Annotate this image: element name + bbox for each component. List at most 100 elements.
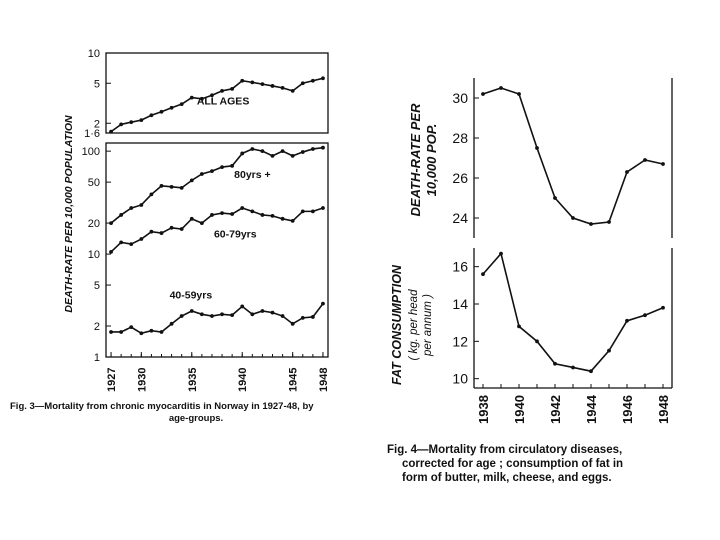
fig4-series-death-rate-point-1948 xyxy=(661,162,665,166)
fig4-series-fat-point-1942 xyxy=(553,361,557,366)
fig3-lower-ytick-label: 5 xyxy=(94,280,100,292)
fig3-series-80plus-point-1933 xyxy=(169,184,174,189)
fig3-series-80plus-point-1939 xyxy=(230,163,235,168)
fig4-upper-ytick-label: 30 xyxy=(452,90,468,106)
fig3-series-80plus-point-1942 xyxy=(260,149,265,154)
fig3-series-40-59-point-1933 xyxy=(169,321,174,326)
fig3-upper-frame xyxy=(105,52,329,134)
fig4-series-death-rate-point-1943 xyxy=(571,216,575,220)
fig3-series-80plus-point-1938 xyxy=(220,165,224,169)
fig3-series-all-ages-point-1944 xyxy=(280,85,285,90)
fig3-series-all-ages-point-1942 xyxy=(260,82,265,87)
fig3-all-ages-label: ALL AGES xyxy=(197,96,250,108)
fig3-series-60-79-point-1933 xyxy=(169,225,174,230)
fig3-series-all-ages-point-1946 xyxy=(300,81,305,86)
fig3-ylabel: DEATH-RATE PER 10,000 POPULATION xyxy=(63,115,75,313)
fig4-series-death-rate-point-1947 xyxy=(643,158,647,162)
fig3-series-40-59-point-1938 xyxy=(220,312,224,317)
fig3-series-60-79-point-1934 xyxy=(179,227,184,231)
fig3-xtick-label: 1930 xyxy=(136,368,148,392)
fig4-series-death-rate-point-1939 xyxy=(499,86,503,90)
fig4-chart: 24 26 28 30 DEATH-RATE PER 10,000 POP. 10 12 14 1… xyxy=(387,78,673,484)
fig3-series-80plus-point-1937 xyxy=(210,169,214,173)
fig4-xtick-label: 1940 xyxy=(512,395,527,424)
fig4-series-fat-point-1946 xyxy=(625,318,629,323)
fig4-lower-ylabel-line2: ( kg. per head xyxy=(408,289,420,361)
fig3-caption-line1: Fig. 3—Mortality from chronic myocarditi… xyxy=(10,401,314,412)
fig3-series-60-79-point-1948 xyxy=(321,206,325,210)
fig3-series-60-79-point-1932 xyxy=(159,231,164,235)
fig3-lower-frame xyxy=(105,142,329,358)
fig3-series-40-59-point-1944 xyxy=(280,314,285,318)
fig3-series-all-ages-point-1935 xyxy=(189,95,194,100)
fig3-xtick-label: 1940 xyxy=(237,368,249,392)
fig3-series-60-79-point-1941 xyxy=(250,209,255,214)
fig3-series-80plus-point-1947 xyxy=(310,147,315,151)
fig3-series-80plus-point-1930 xyxy=(139,203,144,207)
fig3-series-40-59-point-1934 xyxy=(179,314,184,318)
fig3-series-60-79-point-1928 xyxy=(119,240,124,245)
fig3-series-80plus-point-1946 xyxy=(300,150,305,154)
fig3-series-all-ages-point-1932 xyxy=(159,109,164,114)
fig3-series-60-79-point-1939 xyxy=(230,212,235,216)
fig3-series-60-79-point-1930 xyxy=(139,237,144,241)
fig3-60-79-label: 60-79yrs xyxy=(214,228,257,240)
fig3-series-all-ages-point-1928 xyxy=(119,122,124,127)
fig4-lower-ytick-label: 10 xyxy=(452,371,468,387)
fig3-series-80plus-point-1931 xyxy=(149,192,154,197)
fig3-xtick-label: 1948 xyxy=(318,368,330,392)
fig4-series-fat-point-1938 xyxy=(481,272,485,277)
fig3-series-60-79-point-1929 xyxy=(129,242,134,247)
fig3-series-all-ages-point-1927 xyxy=(109,129,113,134)
fig3-series-40-59-point-1939 xyxy=(230,313,235,318)
fig3-series-all-ages-point-1948 xyxy=(321,76,325,81)
fig3-series-60-79-point-1936 xyxy=(199,221,204,225)
fig3-lower-ytick-label: 1 xyxy=(94,352,100,364)
fig3-series-60-79-point-1946 xyxy=(300,209,305,214)
fig4-series-fat-line xyxy=(482,251,664,373)
fig3-series-60-79-point-1944 xyxy=(280,216,285,221)
fig3-series-80plus-point-1935 xyxy=(189,178,194,183)
fig4-caption-line3: form of butter, milk, cheese, and eggs. xyxy=(402,472,612,484)
fig3-series-60-79-line xyxy=(110,207,324,253)
fig4-caption-line1: Fig. 4—Mortality from circulatory diseas… xyxy=(387,444,622,456)
fig3-series-all-ages-point-1941 xyxy=(250,80,255,85)
fig3-series-60-79-point-1937 xyxy=(210,213,214,217)
fig4-series-fat-point-1947 xyxy=(643,313,647,318)
fig4-lower-ytick-label: 16 xyxy=(452,259,468,275)
fig4-series-death-rate-point-1945 xyxy=(607,220,611,224)
fig3-series-80plus-point-1941 xyxy=(250,147,255,151)
fig3-series-40-59-point-1936 xyxy=(199,312,204,317)
fig3-upper-ytick-label: 1·6 xyxy=(84,128,100,140)
fig4-series-death-rate-point-1944 xyxy=(589,222,593,226)
fig4-lower-ylabel-line3: per annum ) xyxy=(422,294,434,357)
fig3-lower-ytick-label: 100 xyxy=(82,146,100,158)
fig3-series-80plus-point-1943 xyxy=(270,153,275,158)
fig3-series-60-79-point-1942 xyxy=(260,213,265,217)
fig3-series-40-59-point-1948 xyxy=(321,301,325,306)
fig3-upper-ytick-label: 5 xyxy=(94,78,100,90)
fig4-series-death-rate-point-1938 xyxy=(481,92,485,96)
fig3-series-60-79-point-1940 xyxy=(240,206,245,210)
fig3-series-40-59-point-1947 xyxy=(310,315,315,319)
fig3-series-60-79-point-1927 xyxy=(109,249,113,254)
fig3-series-40-59-point-1929 xyxy=(129,325,134,330)
fig3-series-60-79-point-1931 xyxy=(149,229,154,234)
fig3-xtick-label: 1945 xyxy=(288,368,300,392)
fig4-series-fat-point-1948 xyxy=(661,305,665,310)
fig4-lower-ytick-label: 14 xyxy=(452,296,468,312)
fig3-lower-ytick-label: 2 xyxy=(94,321,100,333)
fig3-series-40-59-point-1937 xyxy=(210,314,214,318)
fig3-series-60-79-point-1938 xyxy=(220,211,224,216)
fig3-caption-line2: age-groups. xyxy=(169,413,223,424)
fig3-series-all-ages-point-1943 xyxy=(270,84,275,88)
fig3-series-80plus-point-1948 xyxy=(321,145,325,150)
fig3-series-40-59-point-1942 xyxy=(260,309,265,313)
fig3-series-40-59-point-1927 xyxy=(109,330,113,334)
fig3-series-all-ages-point-1936 xyxy=(199,96,204,101)
fig4-series-fat-point-1939 xyxy=(499,251,503,256)
fig3-series-60-79-point-1945 xyxy=(290,219,295,223)
fig3-series-all-ages-point-1934 xyxy=(179,102,184,107)
fig3-series-40-59-point-1935 xyxy=(189,309,194,313)
fig4-series-fat-point-1941 xyxy=(535,339,539,344)
